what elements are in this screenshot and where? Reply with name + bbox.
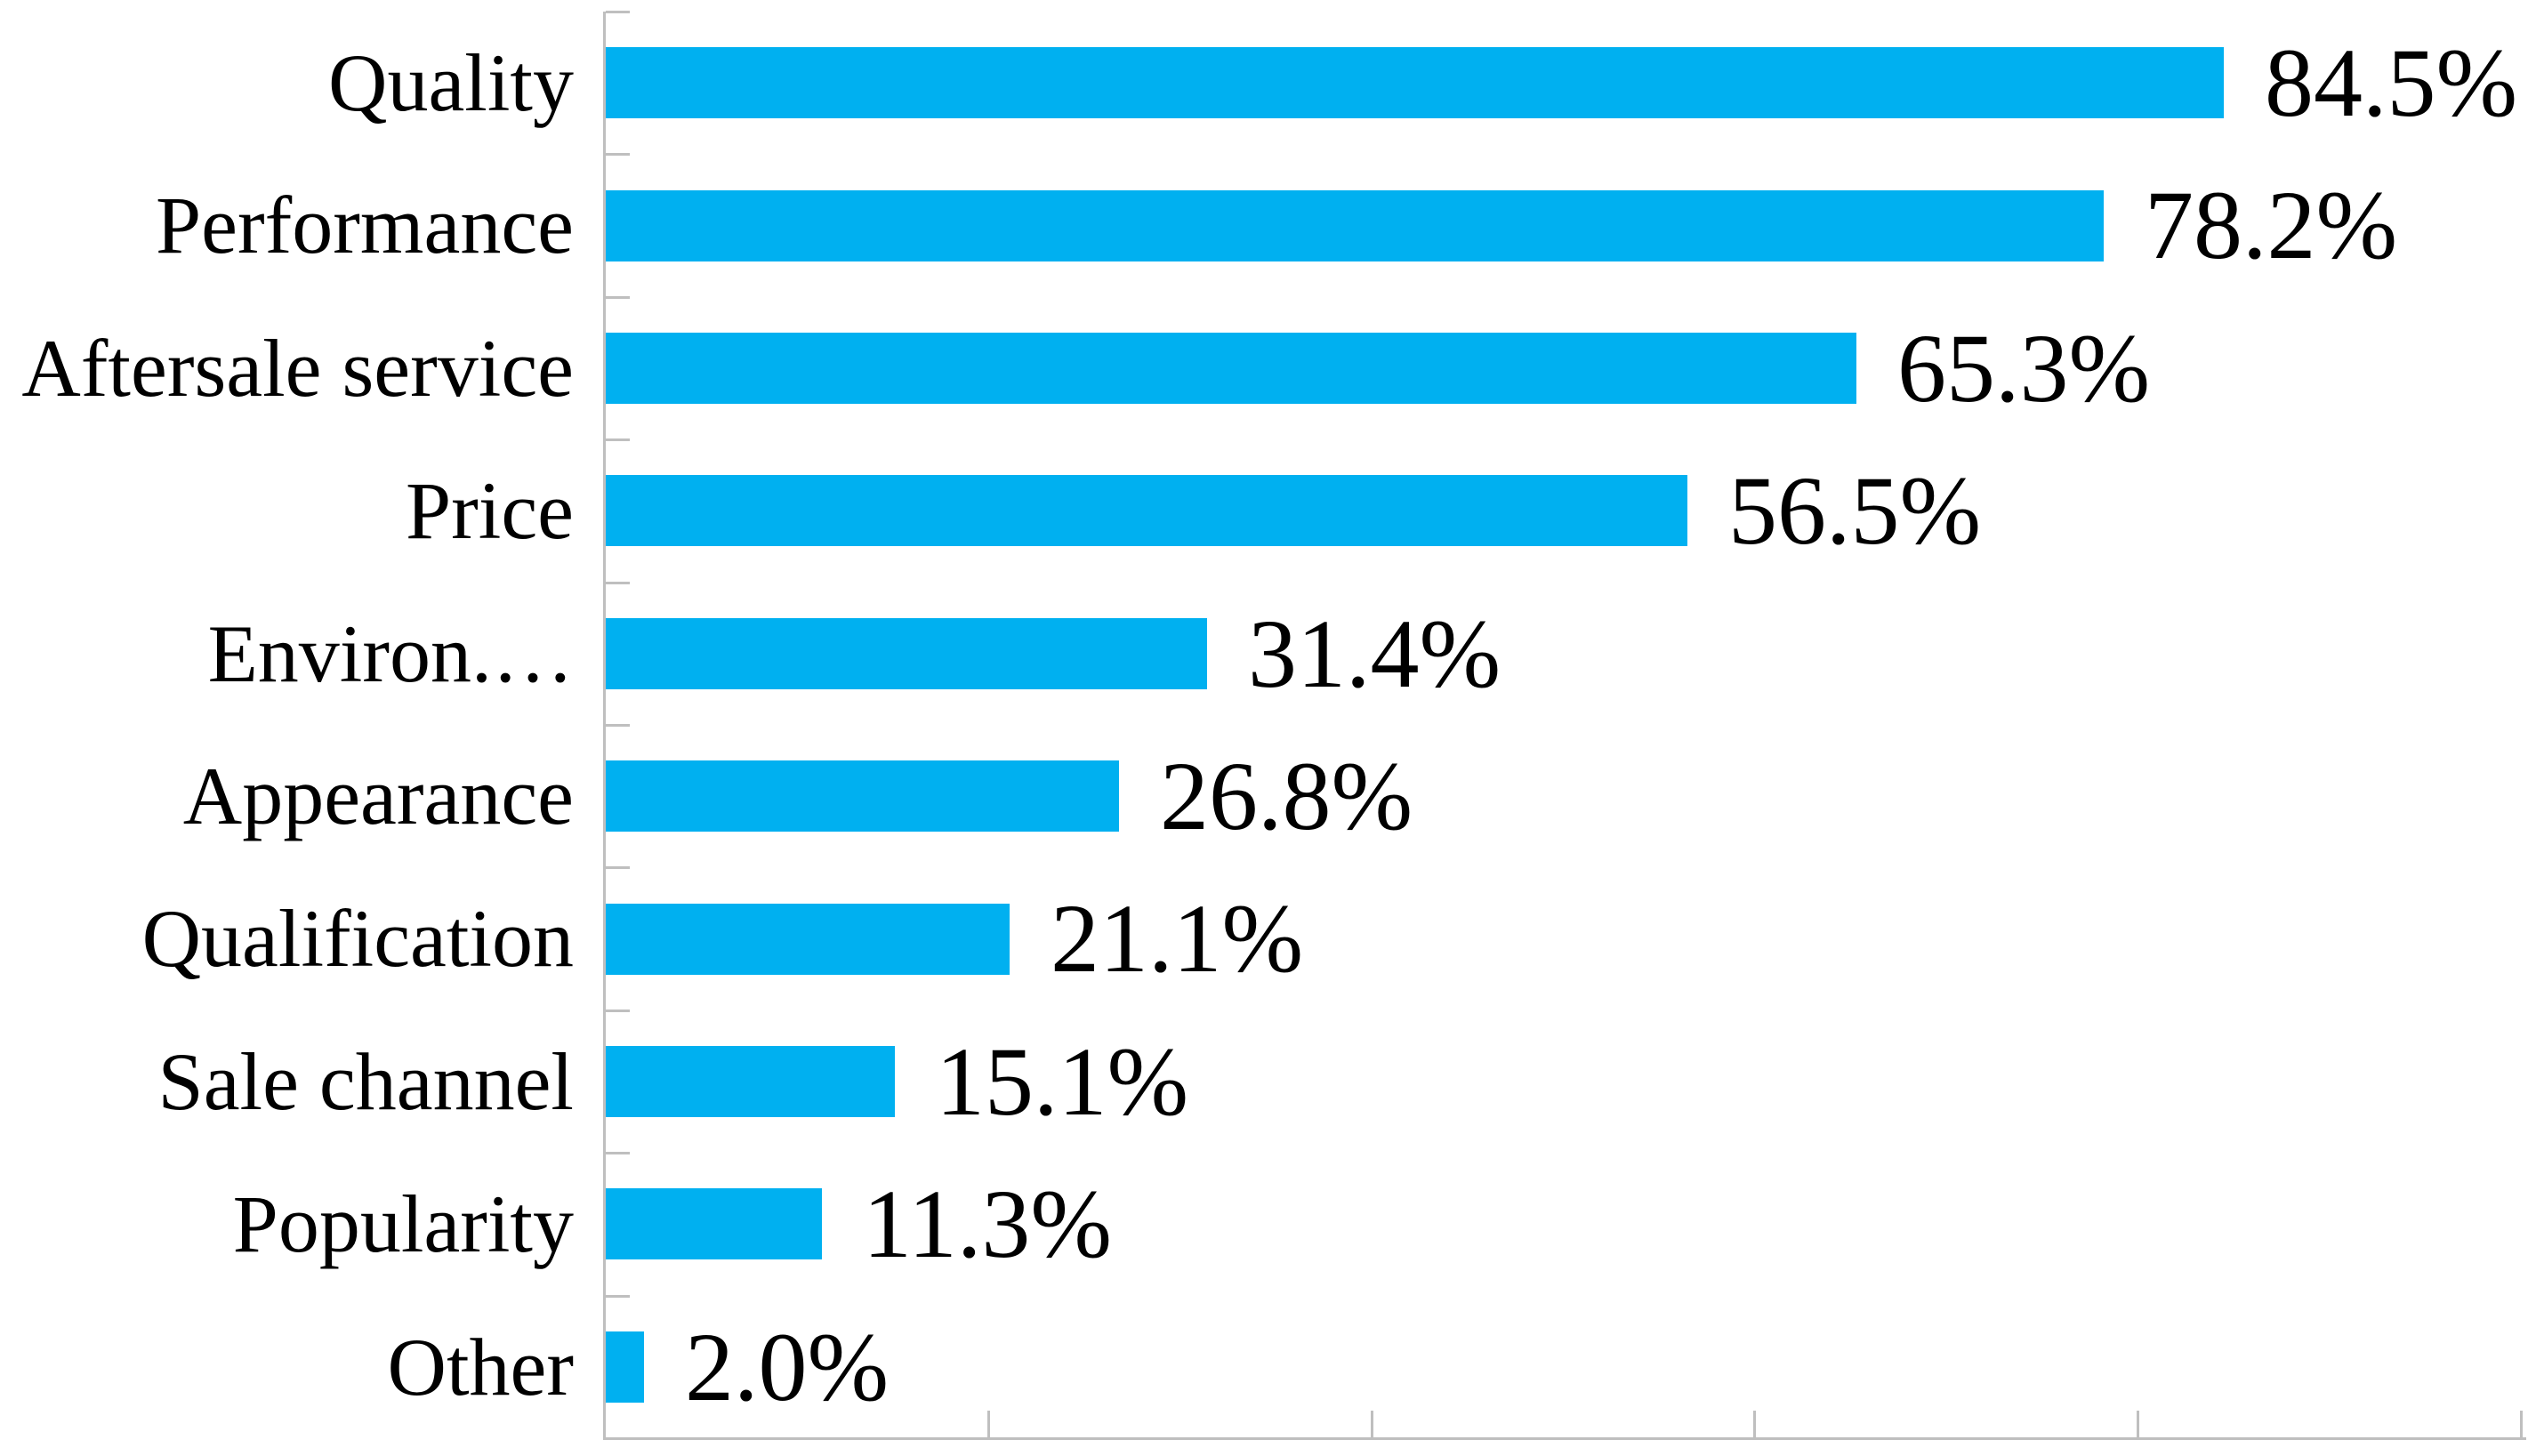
y-axis-tick <box>606 724 630 727</box>
value-label: 56.5% <box>1728 456 1982 565</box>
bar <box>606 47 2224 118</box>
x-axis-tick <box>987 1411 990 1437</box>
y-axis-tick <box>606 1295 630 1298</box>
x-axis-line <box>603 1437 2526 1440</box>
y-axis-tick <box>606 1437 630 1440</box>
bar <box>606 190 2104 261</box>
category-label: Performance <box>156 180 574 270</box>
category-label: Sale channel <box>157 1036 574 1127</box>
category-label: Aftersale service <box>21 323 574 414</box>
value-label: 21.1% <box>1051 884 1304 993</box>
y-axis-tick <box>606 153 630 156</box>
bar <box>606 333 1856 404</box>
y-axis-tick <box>606 438 630 441</box>
y-axis-tick <box>606 1010 630 1012</box>
y-axis-tick <box>606 866 630 869</box>
x-axis-tick <box>2520 1411 2523 1437</box>
category-label: Price <box>405 465 574 556</box>
category-label: Popularity <box>232 1178 574 1269</box>
value-label: 31.4% <box>1248 599 1501 708</box>
value-label: 78.2% <box>2145 171 2398 279</box>
y-axis-tick <box>606 296 630 299</box>
category-label: Appearance <box>182 751 574 841</box>
bar <box>606 618 1207 689</box>
bar <box>606 904 1010 975</box>
x-axis-tick <box>1753 1411 1756 1437</box>
category-label: Qualification <box>141 893 574 984</box>
value-label: 2.0% <box>685 1313 890 1421</box>
value-label: 26.8% <box>1160 742 1413 850</box>
category-label: Other <box>387 1322 574 1412</box>
y-axis-tick <box>606 1152 630 1154</box>
value-label: 65.3% <box>1897 314 2151 422</box>
bar <box>606 1331 644 1403</box>
y-axis-line <box>603 12 606 1440</box>
bar <box>606 760 1119 832</box>
category-label: Environ.… <box>207 608 574 699</box>
category-label: Quality <box>328 37 574 128</box>
value-label: 11.3% <box>863 1170 1113 1278</box>
value-label: 15.1% <box>936 1027 1189 1136</box>
x-axis-tick <box>1371 1411 1373 1437</box>
x-axis-tick <box>2137 1411 2139 1437</box>
bar <box>606 475 1687 546</box>
bar <box>606 1046 895 1117</box>
value-label: 84.5% <box>2265 28 2518 137</box>
y-axis-tick <box>606 582 630 584</box>
bar <box>606 1188 822 1259</box>
y-axis-tick <box>606 11 630 13</box>
